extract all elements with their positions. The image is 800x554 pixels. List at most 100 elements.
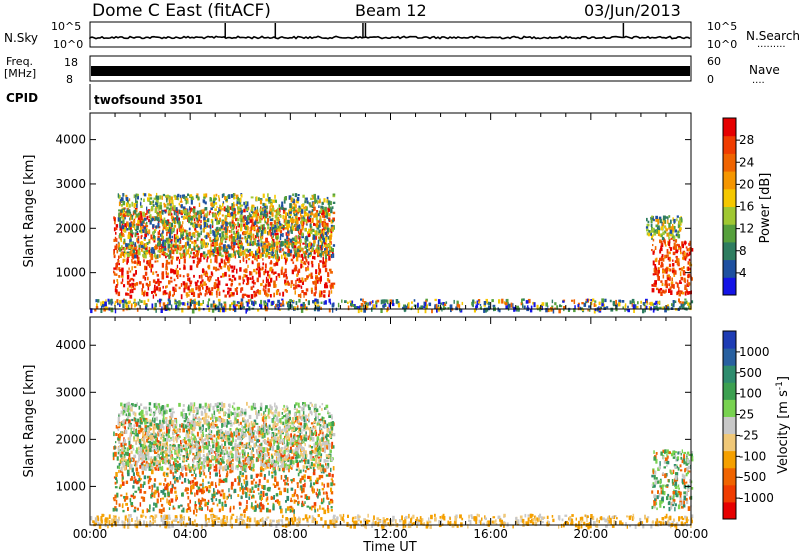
echo-cell <box>318 265 320 270</box>
echo-cell <box>252 213 256 218</box>
echo-cell <box>210 497 213 500</box>
echo-cell <box>670 290 673 295</box>
echo-cell <box>332 483 336 486</box>
echo-cell <box>157 222 160 228</box>
echo-cell <box>169 203 172 206</box>
echo-cell <box>193 304 196 309</box>
echo-cell <box>265 279 268 283</box>
echo-cell <box>112 507 115 512</box>
echo-cell <box>221 214 224 217</box>
echo-cell <box>321 488 325 491</box>
echo-cell <box>200 252 203 257</box>
echo-cell <box>132 496 135 500</box>
echo-cell <box>280 475 283 480</box>
echo-cell <box>143 259 145 263</box>
echo-cell <box>308 228 311 234</box>
echo-cell <box>285 276 288 280</box>
echo-cell <box>672 267 675 273</box>
echo-cell <box>671 284 674 288</box>
echo-cell <box>174 287 177 291</box>
echo-cell <box>285 240 288 245</box>
echo-cell <box>121 267 124 273</box>
echo-cell <box>115 472 118 477</box>
echo-cell <box>332 250 334 255</box>
echo-cell <box>289 416 291 421</box>
echo-cell <box>186 233 189 236</box>
echo-cell <box>182 215 185 220</box>
echo-cell <box>282 421 285 426</box>
echo-cell <box>372 300 374 304</box>
echo-cell <box>166 241 170 245</box>
echo-cell <box>533 302 536 308</box>
echo-cell <box>220 479 224 483</box>
echo-cell <box>319 290 322 295</box>
echo-cell <box>130 232 134 238</box>
echo-cell <box>252 494 254 498</box>
echo-cell <box>233 248 235 253</box>
echo-cell <box>327 200 331 205</box>
echo-cell <box>660 291 663 296</box>
echo-cell <box>156 273 159 277</box>
echo-cell <box>294 224 297 227</box>
echo-cell <box>137 240 140 244</box>
echo-cell <box>325 474 329 477</box>
echo-cell <box>170 276 173 280</box>
echo-cell <box>253 293 256 298</box>
echo-cell <box>313 502 317 507</box>
echo-cell <box>212 220 214 226</box>
echo-cell <box>239 421 242 425</box>
echo-cell <box>180 234 183 239</box>
echo-cell <box>318 205 320 208</box>
echo-cell <box>244 491 246 494</box>
echo-cell <box>413 299 416 302</box>
echo-cell <box>265 248 269 253</box>
echo-cell <box>593 303 596 307</box>
echo-cell <box>209 210 212 213</box>
echo-cell <box>233 300 236 305</box>
echo-cell <box>287 230 289 234</box>
echo-cell <box>278 204 281 208</box>
echo-cell <box>664 269 667 274</box>
echo-cell <box>654 270 657 274</box>
echo-cell <box>163 290 167 294</box>
station-title: Dome C East (fitACF) <box>92 1 271 21</box>
echo-cell <box>232 224 235 227</box>
echo-cell <box>287 250 290 254</box>
echo-cell <box>556 305 559 310</box>
echo-cell <box>173 224 177 228</box>
echo-cell <box>115 227 118 231</box>
echo-cell <box>291 216 294 220</box>
echo-cell <box>162 247 165 251</box>
echo-cell <box>275 256 277 260</box>
echo-cell <box>120 245 123 249</box>
echo-cell <box>331 432 333 436</box>
echo-cell <box>453 299 455 304</box>
echo-cell <box>259 253 262 259</box>
echo-cell <box>245 300 248 304</box>
echo-cell <box>161 233 164 239</box>
echo-cell <box>674 260 677 263</box>
echo-cell <box>206 242 209 248</box>
velocity-echoes <box>90 401 694 530</box>
echo-cell <box>656 229 659 234</box>
echo-cell <box>222 496 226 500</box>
echo-cell <box>281 432 284 435</box>
echo-cell <box>317 220 321 223</box>
echo-cell <box>691 248 694 252</box>
echo-cell <box>249 227 252 230</box>
echo-cell <box>249 248 252 252</box>
echo-cell <box>243 208 246 213</box>
echo-cell <box>305 299 307 302</box>
echo-cell <box>317 213 320 217</box>
colorbar-tick-label: 16 <box>739 200 754 214</box>
echo-cell <box>277 273 280 277</box>
echo-cell <box>310 422 314 425</box>
echo-cell <box>135 209 138 213</box>
echo-cell <box>166 231 168 237</box>
echo-cell <box>154 208 157 213</box>
echo-cell <box>272 245 276 250</box>
echo-cell <box>137 214 141 218</box>
echo-cell <box>221 233 224 238</box>
echo-cell <box>168 300 171 306</box>
echo-cell <box>331 473 334 478</box>
